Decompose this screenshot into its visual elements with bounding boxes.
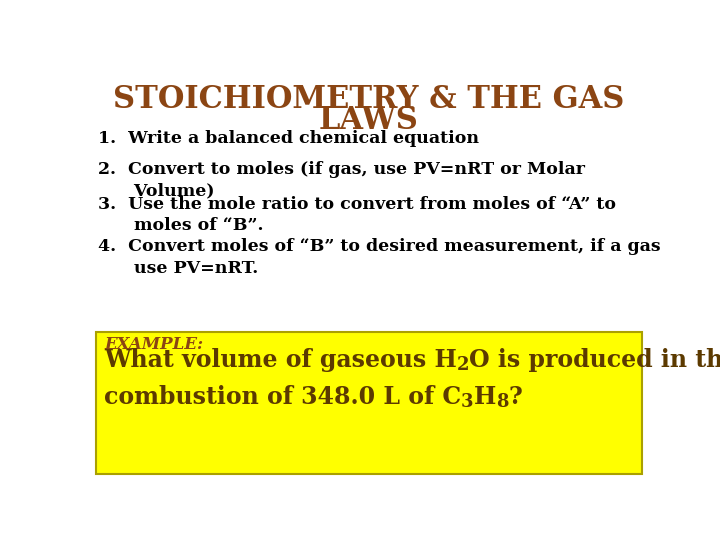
Text: What volume of gaseous H: What volume of gaseous H — [104, 348, 456, 372]
Text: EXAMPLE:: EXAMPLE: — [104, 336, 203, 353]
Text: 2.  Convert to moles (if gas, use PV=nRT or Molar
      Volume): 2. Convert to moles (if gas, use PV=nRT … — [98, 161, 585, 200]
Text: LAWS: LAWS — [319, 105, 419, 136]
Text: 4.  Convert moles of “B” to desired measurement, if a gas
      use PV=nRT.: 4. Convert moles of “B” to desired measu… — [98, 238, 660, 276]
Text: O is produced in the: O is produced in the — [469, 348, 720, 372]
FancyBboxPatch shape — [96, 332, 642, 475]
Text: 1.  Write a balanced chemical equation: 1. Write a balanced chemical equation — [98, 130, 479, 147]
Text: 8: 8 — [496, 394, 508, 411]
Text: 3: 3 — [461, 394, 474, 411]
Text: ?: ? — [508, 384, 522, 409]
Text: H: H — [474, 384, 496, 409]
Text: combustion of 348.0 L of C: combustion of 348.0 L of C — [104, 384, 461, 409]
Text: 3.  Use the mole ratio to convert from moles of “A” to
      moles of “B”.: 3. Use the mole ratio to convert from mo… — [98, 195, 616, 234]
Text: 2: 2 — [456, 356, 469, 375]
Text: STOICHIOMETRY & THE GAS: STOICHIOMETRY & THE GAS — [113, 84, 625, 115]
